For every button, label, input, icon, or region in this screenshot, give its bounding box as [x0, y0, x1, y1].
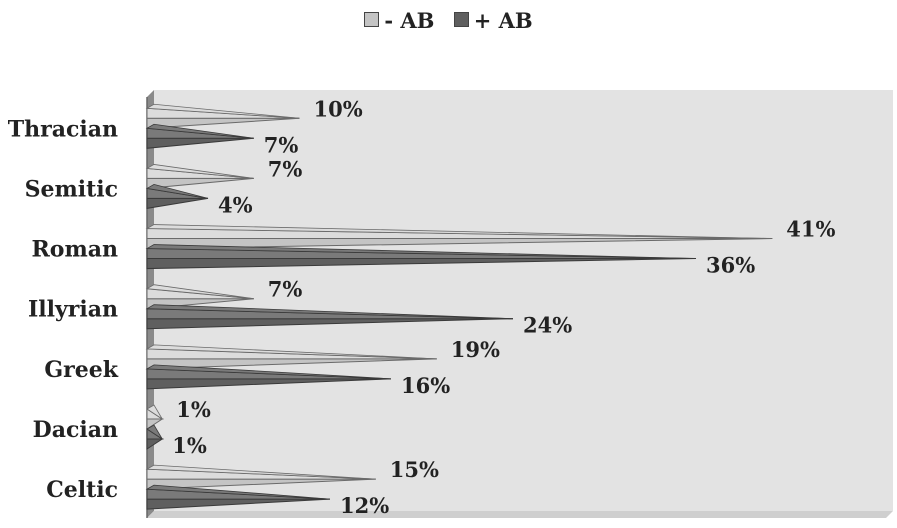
data-label-ab-thracian: 10% [314, 96, 363, 121]
bar-ab-thracian [145, 103, 300, 129]
data-label-ab-illyrian: 7% [268, 277, 303, 302]
category-label-roman: Roman [32, 237, 119, 263]
legend-item-minus-ab: - AB [364, 8, 434, 33]
bar-ab-semitic [145, 183, 209, 210]
data-label-ab-thracian: 7% [264, 132, 299, 157]
legend-swatch-minus-ab [364, 12, 380, 27]
category-label-thracian: Thracian [8, 116, 118, 142]
data-label-ab-greek: 19% [451, 337, 500, 362]
data-label-ab-greek: 16% [401, 373, 450, 398]
bar-ab-illyrian [145, 304, 514, 330]
chart-legend: - AB + AB [0, 8, 897, 33]
bar-ab-roman [145, 244, 697, 270]
bar-ab-thracian [145, 123, 254, 149]
data-label-ab-semitic: 7% [268, 156, 303, 181]
data-label-ab-dacian: 1% [176, 397, 211, 422]
legend-label-plus-ab: + AB [473, 8, 533, 33]
category-label-greek: Greek [44, 357, 118, 383]
data-label-ab-semitic: 4% [218, 192, 253, 217]
category-label-celtic: Celtic [46, 477, 118, 503]
bar-ab-greek [145, 344, 437, 370]
plot-back-wall [154, 90, 893, 511]
data-labels: 10%7%7%4%41%36%7%24%19%16%1%1%15%12% [172, 96, 835, 518]
data-label-ab-roman: 36% [706, 253, 755, 278]
category-label-semitic: Semitic [25, 176, 118, 202]
data-label-ab-celtic: 12% [340, 493, 389, 518]
plot-area [146, 90, 893, 518]
data-label-ab-illyrian: 24% [523, 313, 572, 338]
bar-ab-celtic [145, 484, 331, 510]
legend-label-minus-ab: - AB [384, 8, 435, 33]
data-label-ab-celtic: 15% [390, 457, 439, 482]
bar-ab-dacian [146, 424, 164, 450]
legend-item-plus-ab: + AB [453, 8, 533, 33]
category-axis-labels: Thracian Semitic Roman Illyrian Greek Dacian C… [8, 116, 119, 503]
category-label-illyrian: Illyrian [28, 297, 118, 323]
data-marks [145, 103, 773, 510]
legend-swatch-plus-ab [453, 12, 469, 27]
category-label-dacian: Dacian [33, 417, 118, 443]
data-label-ab-roman: 41% [786, 217, 835, 242]
bar-ab-greek [145, 364, 392, 390]
data-label-ab-dacian: 1% [172, 433, 207, 458]
bar-ab-semitic [145, 164, 254, 189]
bar-ab-roman [145, 224, 773, 250]
plot-floor [147, 511, 893, 518]
bar-ab-celtic [145, 464, 376, 490]
